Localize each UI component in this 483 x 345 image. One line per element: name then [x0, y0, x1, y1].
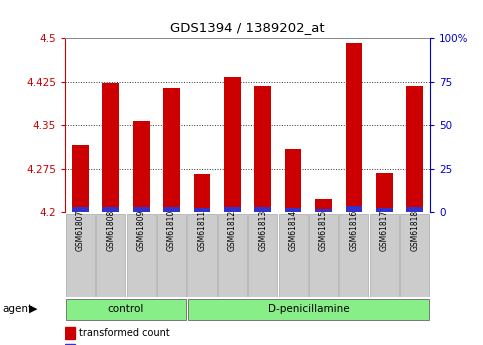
- Bar: [224, 77, 241, 212]
- Bar: [163, 88, 180, 212]
- Bar: [188, 298, 429, 320]
- Bar: [369, 214, 399, 297]
- Bar: [376, 208, 393, 212]
- Bar: [340, 214, 369, 297]
- Bar: [345, 42, 362, 212]
- Bar: [285, 208, 301, 212]
- Bar: [102, 83, 119, 212]
- Bar: [72, 207, 89, 212]
- Bar: [133, 207, 150, 212]
- Bar: [72, 145, 89, 212]
- Bar: [66, 298, 186, 320]
- Text: transformed count: transformed count: [79, 328, 170, 338]
- Title: GDS1394 / 1389202_at: GDS1394 / 1389202_at: [170, 21, 325, 34]
- Text: ▶: ▶: [28, 304, 37, 314]
- Bar: [255, 86, 271, 212]
- Text: GSM61817: GSM61817: [380, 210, 389, 251]
- Text: GSM61811: GSM61811: [198, 210, 206, 251]
- Bar: [315, 199, 332, 212]
- Text: GSM61810: GSM61810: [167, 210, 176, 251]
- Bar: [285, 149, 301, 212]
- Text: agent: agent: [2, 304, 32, 314]
- Bar: [194, 208, 210, 212]
- Bar: [187, 214, 216, 297]
- Text: GSM61808: GSM61808: [106, 210, 115, 251]
- Bar: [376, 173, 393, 212]
- Bar: [406, 86, 423, 212]
- Bar: [279, 214, 308, 297]
- Text: GSM61812: GSM61812: [228, 210, 237, 251]
- Bar: [345, 206, 362, 212]
- Text: GSM61815: GSM61815: [319, 210, 328, 251]
- Text: GSM61816: GSM61816: [349, 210, 358, 251]
- Bar: [309, 214, 338, 297]
- Bar: [224, 207, 241, 212]
- Bar: [218, 214, 247, 297]
- Text: control: control: [108, 304, 144, 314]
- Bar: [127, 214, 156, 297]
- Bar: [400, 214, 429, 297]
- Bar: [102, 207, 119, 212]
- Text: GSM61813: GSM61813: [258, 210, 267, 251]
- Bar: [66, 214, 95, 297]
- Bar: [65, 344, 75, 345]
- Bar: [194, 175, 210, 212]
- Text: GSM61814: GSM61814: [289, 210, 298, 251]
- Bar: [255, 207, 271, 212]
- Bar: [406, 207, 423, 212]
- Bar: [65, 327, 75, 339]
- Text: GSM61807: GSM61807: [76, 210, 85, 251]
- Bar: [248, 214, 277, 297]
- Bar: [315, 209, 332, 212]
- Bar: [157, 214, 186, 297]
- Text: D-penicillamine: D-penicillamine: [268, 304, 349, 314]
- Bar: [96, 214, 126, 297]
- Bar: [133, 121, 150, 212]
- Text: GSM61809: GSM61809: [137, 210, 146, 251]
- Text: GSM61818: GSM61818: [410, 210, 419, 251]
- Bar: [163, 207, 180, 212]
